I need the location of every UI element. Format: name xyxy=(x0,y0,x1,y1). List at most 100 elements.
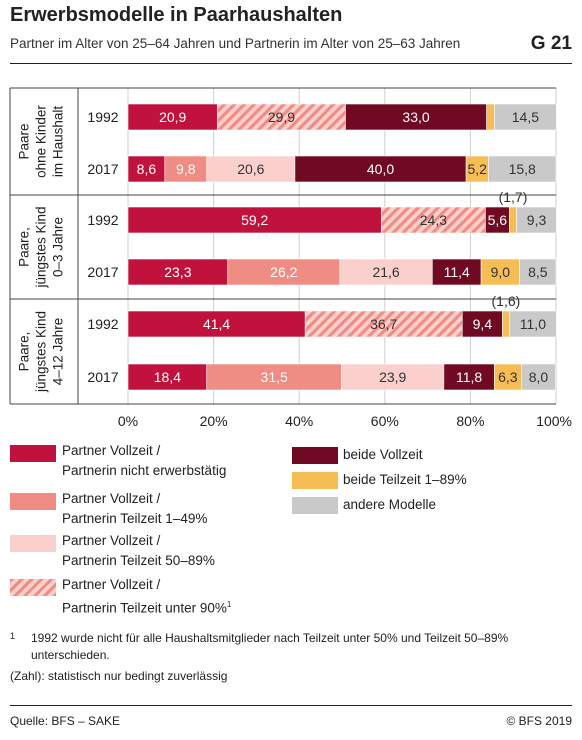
footnote-reference: 1 xyxy=(226,600,232,609)
data-label: 41,4 xyxy=(203,316,230,332)
data-label: 31,5 xyxy=(261,369,288,385)
legend-swatch xyxy=(10,493,56,510)
bar-segment xyxy=(127,103,218,131)
legend-label: andere Modelle xyxy=(343,497,437,512)
group-label: ohne Kinder xyxy=(34,105,49,178)
bar-segment xyxy=(127,363,208,391)
data-label: 14,5 xyxy=(512,109,539,125)
year-label: 2017 xyxy=(87,369,118,385)
data-label: 8,6 xyxy=(137,161,157,177)
group-label: Paare xyxy=(17,123,32,159)
bar-segment xyxy=(294,155,467,183)
legend-label: Partnerin Teilzeit 1–49% xyxy=(62,511,208,526)
group-label: Paare, xyxy=(17,332,32,372)
bar-segment xyxy=(206,363,342,391)
bar-segment xyxy=(443,363,495,391)
legend-swatch xyxy=(292,472,338,489)
data-label: 8,5 xyxy=(528,264,548,280)
legend-label: Partner Vollzeit / xyxy=(62,443,161,458)
legend-swatch xyxy=(292,497,338,514)
bar-segment xyxy=(486,103,495,131)
data-label: 18,4 xyxy=(154,369,181,385)
bar-segment xyxy=(127,155,166,183)
legend-label: Partner Vollzeit / xyxy=(62,533,161,548)
legend-label: beide Teilzeit 1–89% xyxy=(343,472,467,487)
data-label: 15,8 xyxy=(509,161,536,177)
group-label: 4–12 Jahre xyxy=(51,318,66,386)
data-label: 9,4 xyxy=(473,316,493,332)
legend-swatch xyxy=(10,535,56,552)
data-label: 23,9 xyxy=(379,369,406,385)
x-tick-label: 20% xyxy=(200,413,228,429)
legend-label: beide Vollzeit xyxy=(343,447,423,462)
bar-segment xyxy=(127,206,382,234)
data-label: 21,6 xyxy=(372,264,399,280)
bar-segment xyxy=(521,363,556,391)
data-label: 9,3 xyxy=(527,212,547,228)
bar-segment xyxy=(509,206,517,234)
data-label: 33,0 xyxy=(402,109,429,125)
x-tick-label: 100% xyxy=(536,413,572,429)
data-label: 11,4 xyxy=(444,264,470,280)
legend-label: Partner Vollzeit / xyxy=(62,491,161,506)
source: Quelle: BFS – SAKE xyxy=(10,714,121,728)
bar-segment xyxy=(494,103,557,131)
data-label: 5,2 xyxy=(468,161,488,177)
year-label: 2017 xyxy=(87,264,118,280)
data-label: 20,9 xyxy=(159,109,186,125)
data-label: 8,0 xyxy=(529,369,549,385)
data-label: (1,7) xyxy=(499,189,528,205)
bar-segment xyxy=(519,258,557,286)
bar-segment xyxy=(206,155,296,183)
copyright: © BFS 2019 xyxy=(506,714,572,728)
year-label: 1992 xyxy=(87,316,118,332)
data-label: 11,0 xyxy=(520,316,546,332)
bar-segment xyxy=(494,363,522,391)
footnote-text-line2: unterschieden. xyxy=(31,648,110,662)
data-label: 9,8 xyxy=(176,161,196,177)
x-tick-label: 80% xyxy=(456,413,484,429)
legend-label: Partnerin Teilzeit unter 90%1 xyxy=(62,600,232,616)
footer-rule xyxy=(10,705,572,706)
data-label: 6,3 xyxy=(498,369,518,385)
data-label: 11,8 xyxy=(456,369,482,385)
legend-label: Partner Vollzeit / xyxy=(62,577,161,592)
group-label: jüngstes Kind xyxy=(34,311,49,393)
header-rule xyxy=(10,63,572,64)
year-label: 1992 xyxy=(87,109,118,125)
group-label: 0–3 Jahre xyxy=(51,217,66,277)
bar-segment xyxy=(480,258,520,286)
bar-segment xyxy=(502,310,510,338)
legend-label: Partnerin Teilzeit 50–89% xyxy=(62,553,215,568)
bar-segment xyxy=(339,258,433,286)
bar-segment xyxy=(345,103,487,131)
group-label: im Haushalt xyxy=(51,106,66,178)
x-tick-label: 40% xyxy=(285,413,313,429)
bar-segment xyxy=(127,258,229,286)
x-tick-label: 0% xyxy=(118,413,138,429)
group-label: jüngstes Kind xyxy=(34,206,49,288)
year-label: 1992 xyxy=(87,212,118,228)
data-label: 29,9 xyxy=(268,109,295,125)
year-label: 2017 xyxy=(87,161,118,177)
data-label: 9,0 xyxy=(491,264,511,280)
bar-segment xyxy=(127,310,306,338)
bar-segment xyxy=(164,155,208,183)
legend-label: Partnerin nicht erwerbstätig xyxy=(62,463,227,478)
data-label: 26,2 xyxy=(270,264,297,280)
bar-segment xyxy=(488,155,557,183)
bar-segment xyxy=(516,206,557,234)
bar-segment xyxy=(217,103,346,131)
chart-title: Erwerbsmodelle in Paarhaushalten xyxy=(10,4,343,26)
graphic-code: G 21 xyxy=(530,33,572,54)
data-label: 24,3 xyxy=(420,212,447,228)
x-tick-label: 60% xyxy=(371,413,399,429)
legend-swatch xyxy=(292,447,338,464)
group-label: Paare, xyxy=(17,227,32,267)
data-label: (1,6) xyxy=(492,293,521,309)
legend-swatch xyxy=(10,445,56,462)
data-label: 20,6 xyxy=(237,161,264,177)
bar-segment xyxy=(381,206,486,234)
data-label: 23,3 xyxy=(164,264,191,280)
